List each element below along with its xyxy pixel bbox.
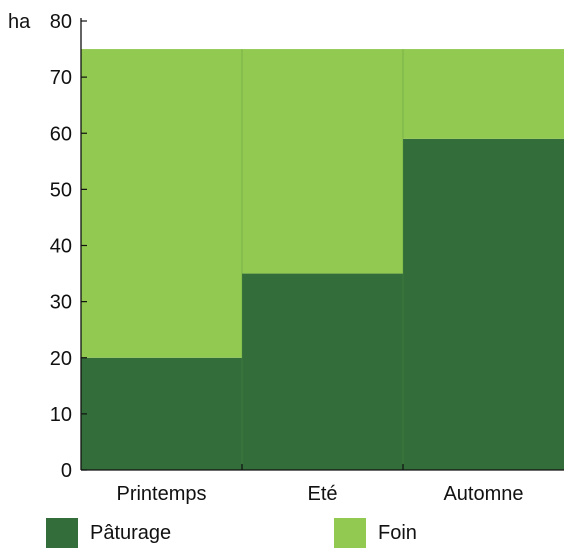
legend: Pâturage Foin	[0, 518, 564, 549]
y-tick-label: 50	[50, 179, 72, 201]
y-tick-label: 20	[50, 348, 72, 370]
y-tick-label: 30	[50, 292, 72, 314]
y-axis-unit-label: ha	[8, 11, 31, 33]
bars-layer	[81, 49, 564, 471]
axes-layer: 0 10 20 30 40 50 60 70 80 Printemps Eté Automne	[50, 11, 564, 505]
bar-paturage-0	[81, 357, 242, 470]
legend-swatch-foin	[334, 518, 366, 548]
legend-label-foin: Foin	[378, 522, 417, 544]
stacked-bar-chart: 0 10 20 30 40 50 60 70 80 Printemps Eté Automne ha	[8, 11, 564, 505]
bar-paturage-1	[242, 273, 403, 470]
y-tick-label: 80	[50, 11, 72, 33]
bar-foin-1	[242, 49, 403, 274]
bar-foin-2	[403, 49, 564, 139]
x-category-label: Eté	[307, 483, 337, 505]
y-tick-label: 70	[50, 67, 72, 89]
x-category-label: Automne	[443, 483, 523, 505]
legend-item-paturage: Pâturage	[46, 518, 171, 548]
y-tick-label: 40	[50, 236, 72, 258]
y-tick-label: 10	[50, 404, 72, 426]
legend-swatch-paturage	[46, 518, 78, 548]
legend-item-foin: Foin	[334, 518, 417, 548]
bar-paturage-2	[403, 138, 564, 471]
y-tick-label: 60	[50, 123, 72, 145]
x-category-label: Printemps	[116, 483, 206, 505]
legend-label-paturage: Pâturage	[90, 522, 172, 544]
bar-foin-0	[81, 49, 242, 358]
y-tick-label: 0	[61, 460, 72, 482]
